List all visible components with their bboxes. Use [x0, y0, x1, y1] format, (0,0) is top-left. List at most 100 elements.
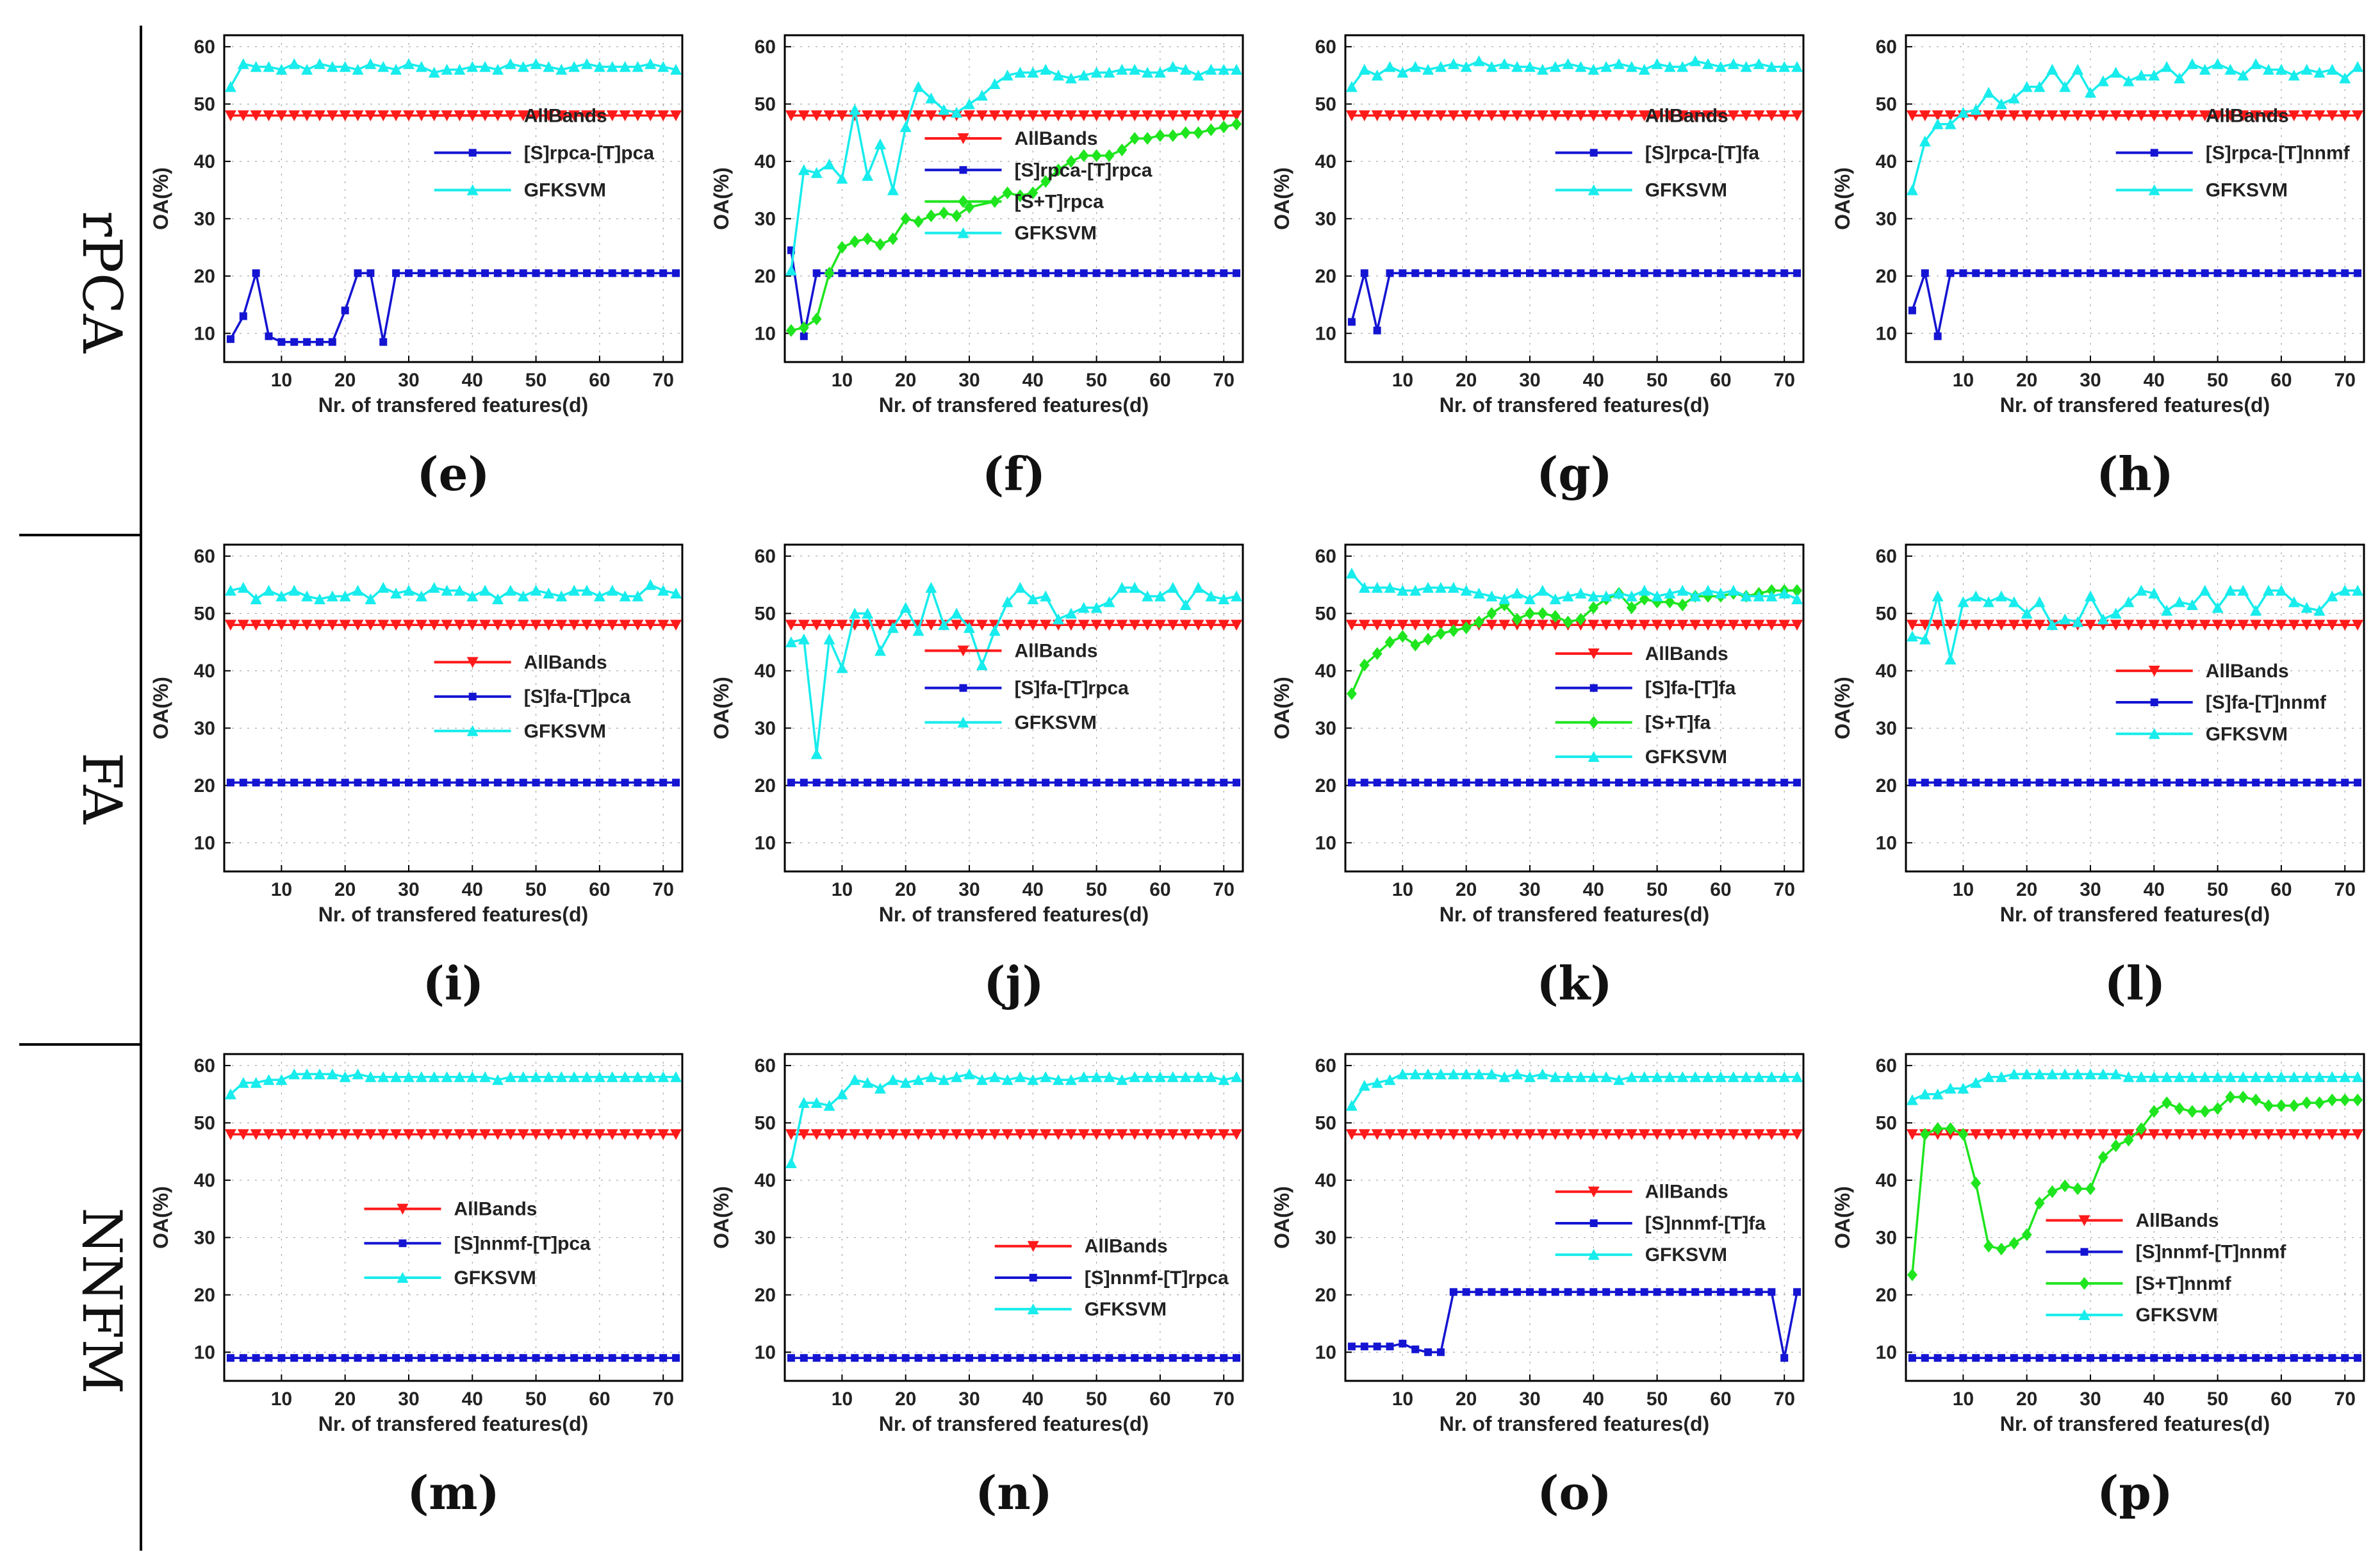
data-point-st: [1347, 779, 1356, 787]
data-point-gfk: [1995, 590, 2007, 602]
data-point-st: [1997, 779, 2005, 787]
data-point-allbands: [632, 620, 644, 631]
data-point-spt: [1410, 638, 1421, 652]
data-point-allbands: [1053, 110, 1065, 122]
data-point-allbands: [1384, 1129, 1396, 1141]
x-axis-label: Nr. of transfered features(d): [2000, 393, 2270, 417]
data-point-gfk: [2326, 1071, 2338, 1082]
data-point-st: [2048, 1354, 2056, 1362]
data-point-st: [1704, 779, 1712, 787]
data-point-st: [2328, 269, 2336, 277]
y-axis-label: OA(%): [1831, 167, 1854, 230]
data-point-st: [2188, 779, 2196, 787]
data-point-allbands: [365, 1129, 377, 1141]
data-point-allbands: [2352, 620, 2364, 631]
y-tick-label: 50: [194, 1112, 215, 1134]
data-point-st: [1589, 269, 1598, 277]
data-point-gfk: [1090, 67, 1103, 78]
y-tick-label: 20: [1315, 775, 1336, 796]
data-point-spt: [1154, 129, 1165, 142]
data-point-st: [417, 779, 425, 787]
data-point-allbands: [543, 620, 555, 631]
x-axis-label: Nr. of transfered features(d): [879, 393, 1149, 417]
data-point-allbands: [951, 620, 963, 631]
data-point-gfk: [798, 633, 810, 645]
data-point-st: [583, 779, 591, 787]
data-point-allbands: [1944, 620, 1957, 631]
data-point-gfk: [2072, 63, 2084, 75]
data-point-gfk: [2237, 1071, 2249, 1082]
x-tick-label: 30: [958, 1389, 980, 1410]
y-tick-label: 40: [1315, 661, 1336, 682]
axes-frame: [784, 34, 1244, 363]
data-point-st: [1207, 1354, 1215, 1362]
data-point-gfk: [1434, 582, 1447, 593]
data-point-st: [1564, 779, 1572, 787]
data-point-allbands: [1053, 1129, 1065, 1141]
data-point-allbands: [352, 110, 364, 122]
x-axis-label: Nr. of transfered features(d): [1440, 393, 1709, 417]
legend-marker-allbands: [466, 657, 479, 668]
data-point-gfk: [1447, 1068, 1459, 1080]
series-gfk: [1906, 58, 2364, 195]
data-point-gfk: [1753, 58, 1765, 69]
legend-label-spt: [S+T]rpca: [1014, 191, 1104, 212]
data-point-allbands: [301, 1129, 313, 1141]
data-point-allbands: [1714, 110, 1727, 122]
data-point-spt: [1040, 175, 1051, 188]
data-point-st: [455, 269, 464, 277]
data-point-spt: [2021, 1228, 2032, 1241]
data-point-allbands: [989, 110, 1001, 122]
data-point-allbands: [1536, 620, 1548, 631]
data-point-gfk: [1575, 588, 1587, 599]
data-point-st: [1233, 779, 1241, 787]
data-point-gfk: [887, 1074, 899, 1085]
x-axis-label: Nr. of transfered features(d): [318, 393, 588, 417]
data-point-allbands: [1727, 620, 1739, 631]
data-point-gfk: [1001, 596, 1014, 607]
data-point-st: [1169, 1354, 1177, 1362]
data-point-allbands: [785, 620, 797, 631]
data-point-allbands: [2326, 110, 2338, 122]
data-point-st: [889, 269, 897, 277]
data-point-gfk: [1651, 1071, 1663, 1082]
series-gfk: [1345, 55, 1803, 92]
data-point-allbands: [1103, 110, 1115, 122]
data-point-gfk: [1549, 61, 1561, 72]
x-axis-label: Nr. of transfered features(d): [879, 903, 1149, 926]
data-point-gfk: [2224, 63, 2236, 75]
data-point-gfk: [1078, 1071, 1090, 1082]
data-point-allbands: [466, 620, 479, 631]
data-point-st: [506, 1354, 514, 1362]
x-tick-label: 70: [653, 370, 674, 391]
data-point-st: [417, 269, 425, 277]
data-point-allbands: [1371, 620, 1383, 631]
data-point-st: [1577, 779, 1585, 787]
data-point-allbands: [1995, 110, 2007, 122]
data-point-allbands: [925, 620, 937, 631]
data-point-gfk: [581, 58, 593, 69]
data-point-st: [1424, 1348, 1432, 1357]
data-point-gfk: [504, 1071, 516, 1082]
legend-label-st: [S]nnmf-[T]nnmf: [2135, 1242, 2286, 1263]
data-point-allbands: [1040, 620, 1052, 631]
legend-label-spt: [S+T]fa: [1645, 712, 1711, 733]
x-tick-label: 50: [1646, 370, 1668, 391]
legend-marker-allbands: [466, 110, 479, 122]
x-tick-label: 40: [462, 1389, 483, 1410]
data-point-spt: [2123, 1134, 2134, 1147]
data-point-st: [634, 269, 642, 277]
data-point-gfk: [632, 61, 644, 72]
data-point-st: [1972, 1354, 1980, 1362]
data-point-gfk: [925, 582, 937, 593]
data-point-gfk: [1944, 653, 1957, 664]
data-point-spt: [1372, 647, 1383, 660]
data-point-st: [2099, 1354, 2107, 1362]
data-point-st: [914, 1354, 923, 1362]
data-point-gfk: [1677, 61, 1689, 72]
data-point-allbands: [1090, 1129, 1103, 1141]
